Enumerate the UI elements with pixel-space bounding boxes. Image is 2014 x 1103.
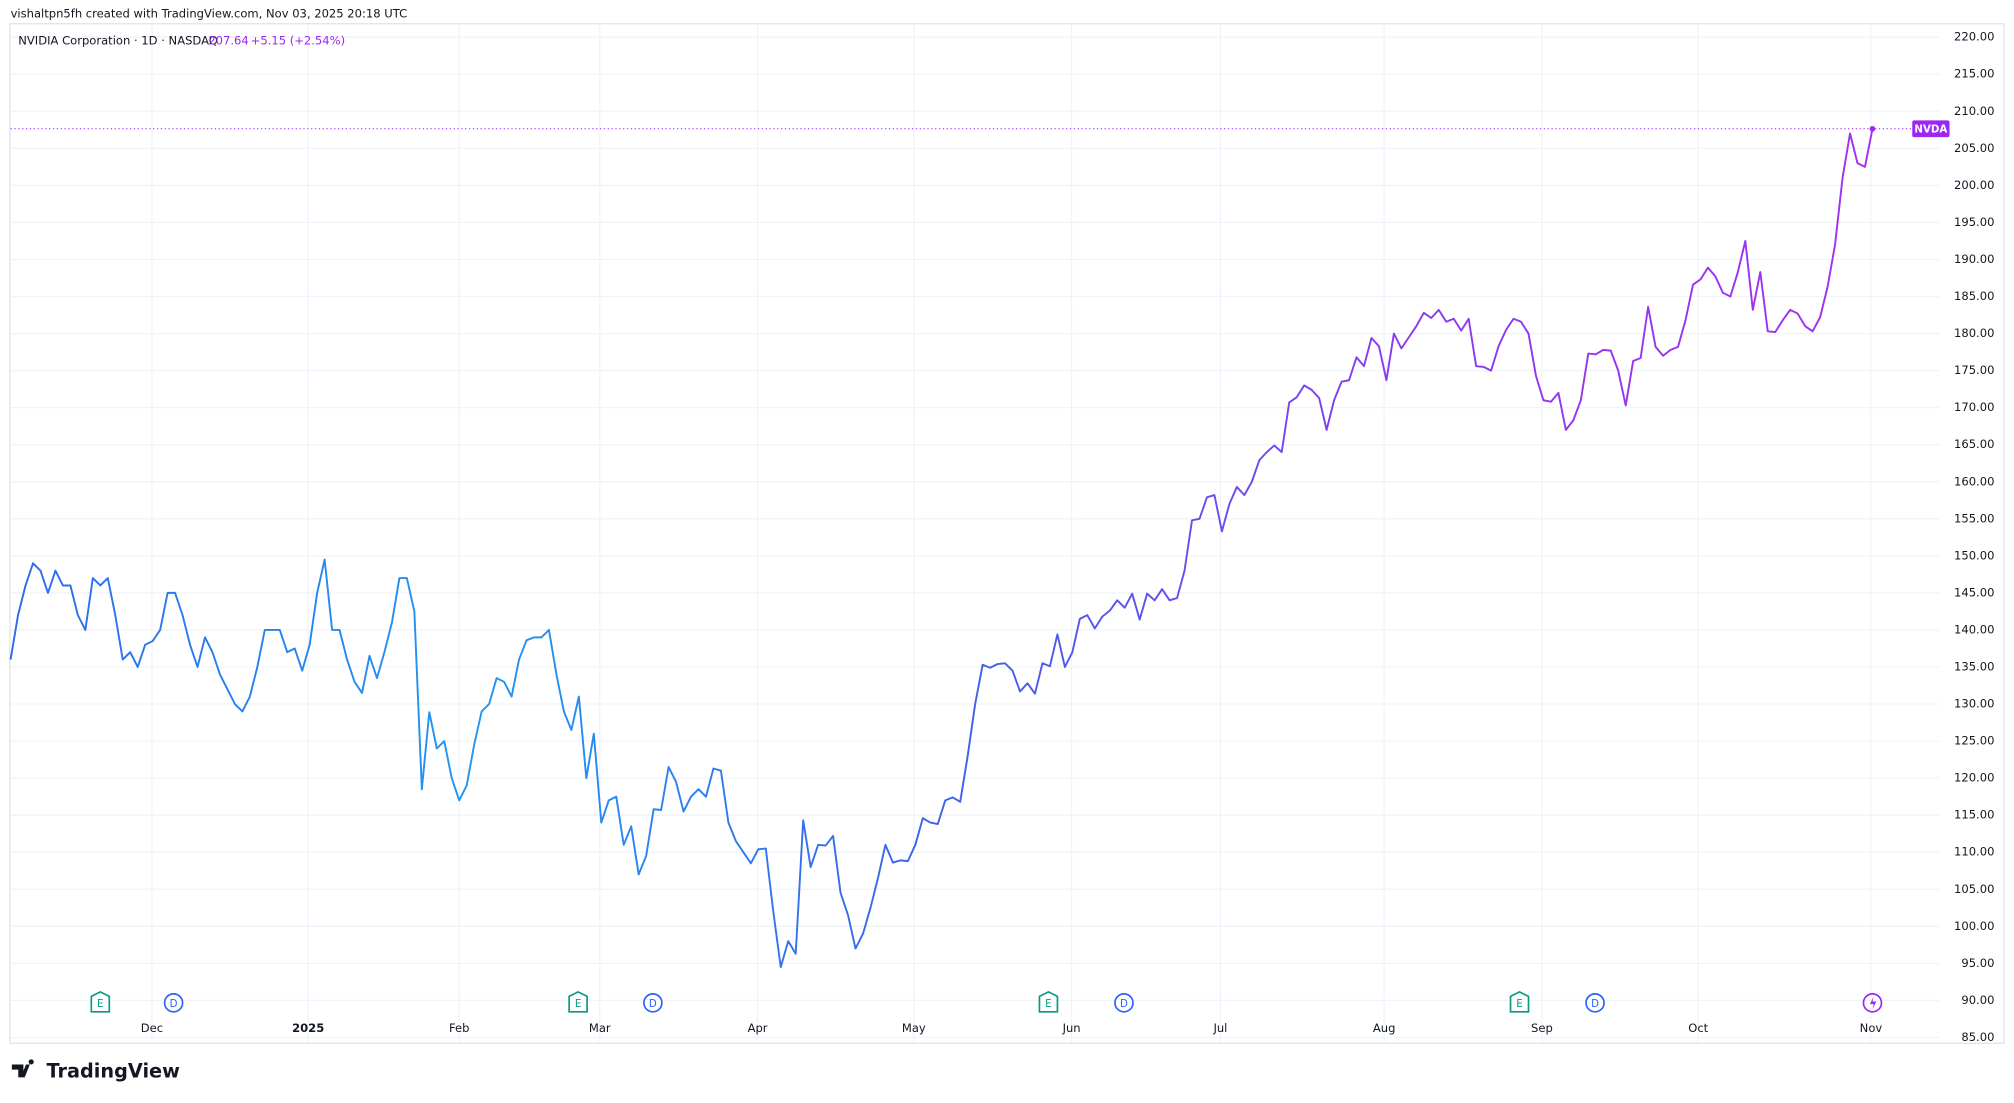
chart-frame (9, 23, 2005, 1044)
event-label: D (170, 998, 178, 1010)
event-label: E (575, 998, 582, 1010)
y-tick-label: 115.00 (1954, 808, 1994, 822)
grid (10, 24, 1940, 1043)
event-icon (1114, 993, 1134, 1013)
credit: vishaltpn5fh created with TradingView.co… (11, 7, 408, 21)
y-tick-label: 205.00 (1954, 141, 1994, 155)
price-change: +5.15 (+2.54%) (251, 34, 345, 48)
y-tick-label: 210.00 (1954, 104, 1994, 118)
event-label: D (649, 998, 657, 1010)
price-label: NVDA (1914, 123, 1947, 135)
last-price: 207.64 (208, 34, 248, 48)
y-tick-label: 145.00 (1954, 585, 1994, 599)
event-icon (163, 993, 184, 1013)
y-tick-label: 105.00 (1954, 882, 1994, 896)
x-tick-label: Mar (589, 1021, 611, 1035)
x-tick-label: May (902, 1021, 926, 1035)
y-tick-label: 195.00 (1954, 215, 1994, 229)
brand-logo: TradingView (11, 1059, 181, 1083)
y-tick-label: 130.00 (1954, 697, 1994, 711)
x-tick-label: Nov (1860, 1021, 1883, 1035)
event-icon (1038, 990, 1059, 1013)
x-tick-label: Apr (748, 1021, 768, 1035)
y-tick-label: 180.00 (1954, 326, 1994, 340)
event-label: E (97, 998, 104, 1010)
x-tick-label: Aug (1373, 1021, 1396, 1035)
x-tick-label: 2025 (292, 1021, 324, 1035)
session-icon-bolt (1869, 996, 1877, 1010)
event-icon (1509, 990, 1530, 1013)
event-label: D (1120, 998, 1128, 1010)
y-tick-label: 95.00 (1961, 956, 1994, 970)
x-tick-label: Feb (449, 1021, 469, 1035)
y-tick-label: 165.00 (1954, 437, 1994, 451)
event-label: D (1591, 998, 1599, 1010)
event-icon (568, 990, 588, 1013)
x-tick-label: Jul (1212, 1021, 1227, 1035)
y-tick-label: 85.00 (1961, 1030, 1994, 1044)
y-tick-label: 150.00 (1954, 548, 1994, 562)
event-icon (1585, 993, 1605, 1013)
x-tick-label: Sep (1531, 1021, 1553, 1035)
y-tick-label: 200.00 (1954, 178, 1994, 192)
y-tick-label: 170.00 (1954, 400, 1994, 414)
event-label: E (1045, 998, 1052, 1010)
last-point (1869, 125, 1876, 132)
price-line (9, 128, 1874, 969)
y-tick-label: 90.00 (1961, 993, 1994, 1007)
y-tick-label: 215.00 (1954, 67, 1994, 81)
y-tick-label: 100.00 (1954, 919, 1994, 933)
x-tick-label: Jun (1062, 1021, 1081, 1035)
y-tick-label: 120.00 (1954, 771, 1994, 785)
symbol-legend: NVIDIA Corporation · 1D · NASDAQ (18, 34, 218, 48)
y-tick-label: 175.00 (1954, 363, 1994, 377)
y-tick-label: 160.00 (1954, 474, 1994, 488)
event-icon (90, 990, 111, 1013)
y-tick-label: 135.00 (1954, 659, 1994, 673)
brand-name: TradingView (47, 1060, 181, 1083)
y-tick-label: 220.00 (1954, 30, 1994, 44)
y-tick-label: 140.00 (1954, 622, 1994, 636)
y-tick-label: 185.00 (1954, 289, 1994, 303)
x-tick-label: Oct (1688, 1021, 1708, 1035)
session-icon (1862, 993, 1883, 1013)
y-tick-label: 155.00 (1954, 511, 1994, 525)
y-tick-label: 125.00 (1954, 734, 1994, 748)
event-icon (643, 993, 663, 1013)
price-label-box (1912, 120, 1950, 138)
y-tick-label: 190.00 (1954, 252, 1994, 266)
event-label: E (1516, 998, 1523, 1010)
y-tick-label: 110.00 (1954, 845, 1994, 859)
x-tick-label: Dec (141, 1021, 163, 1035)
